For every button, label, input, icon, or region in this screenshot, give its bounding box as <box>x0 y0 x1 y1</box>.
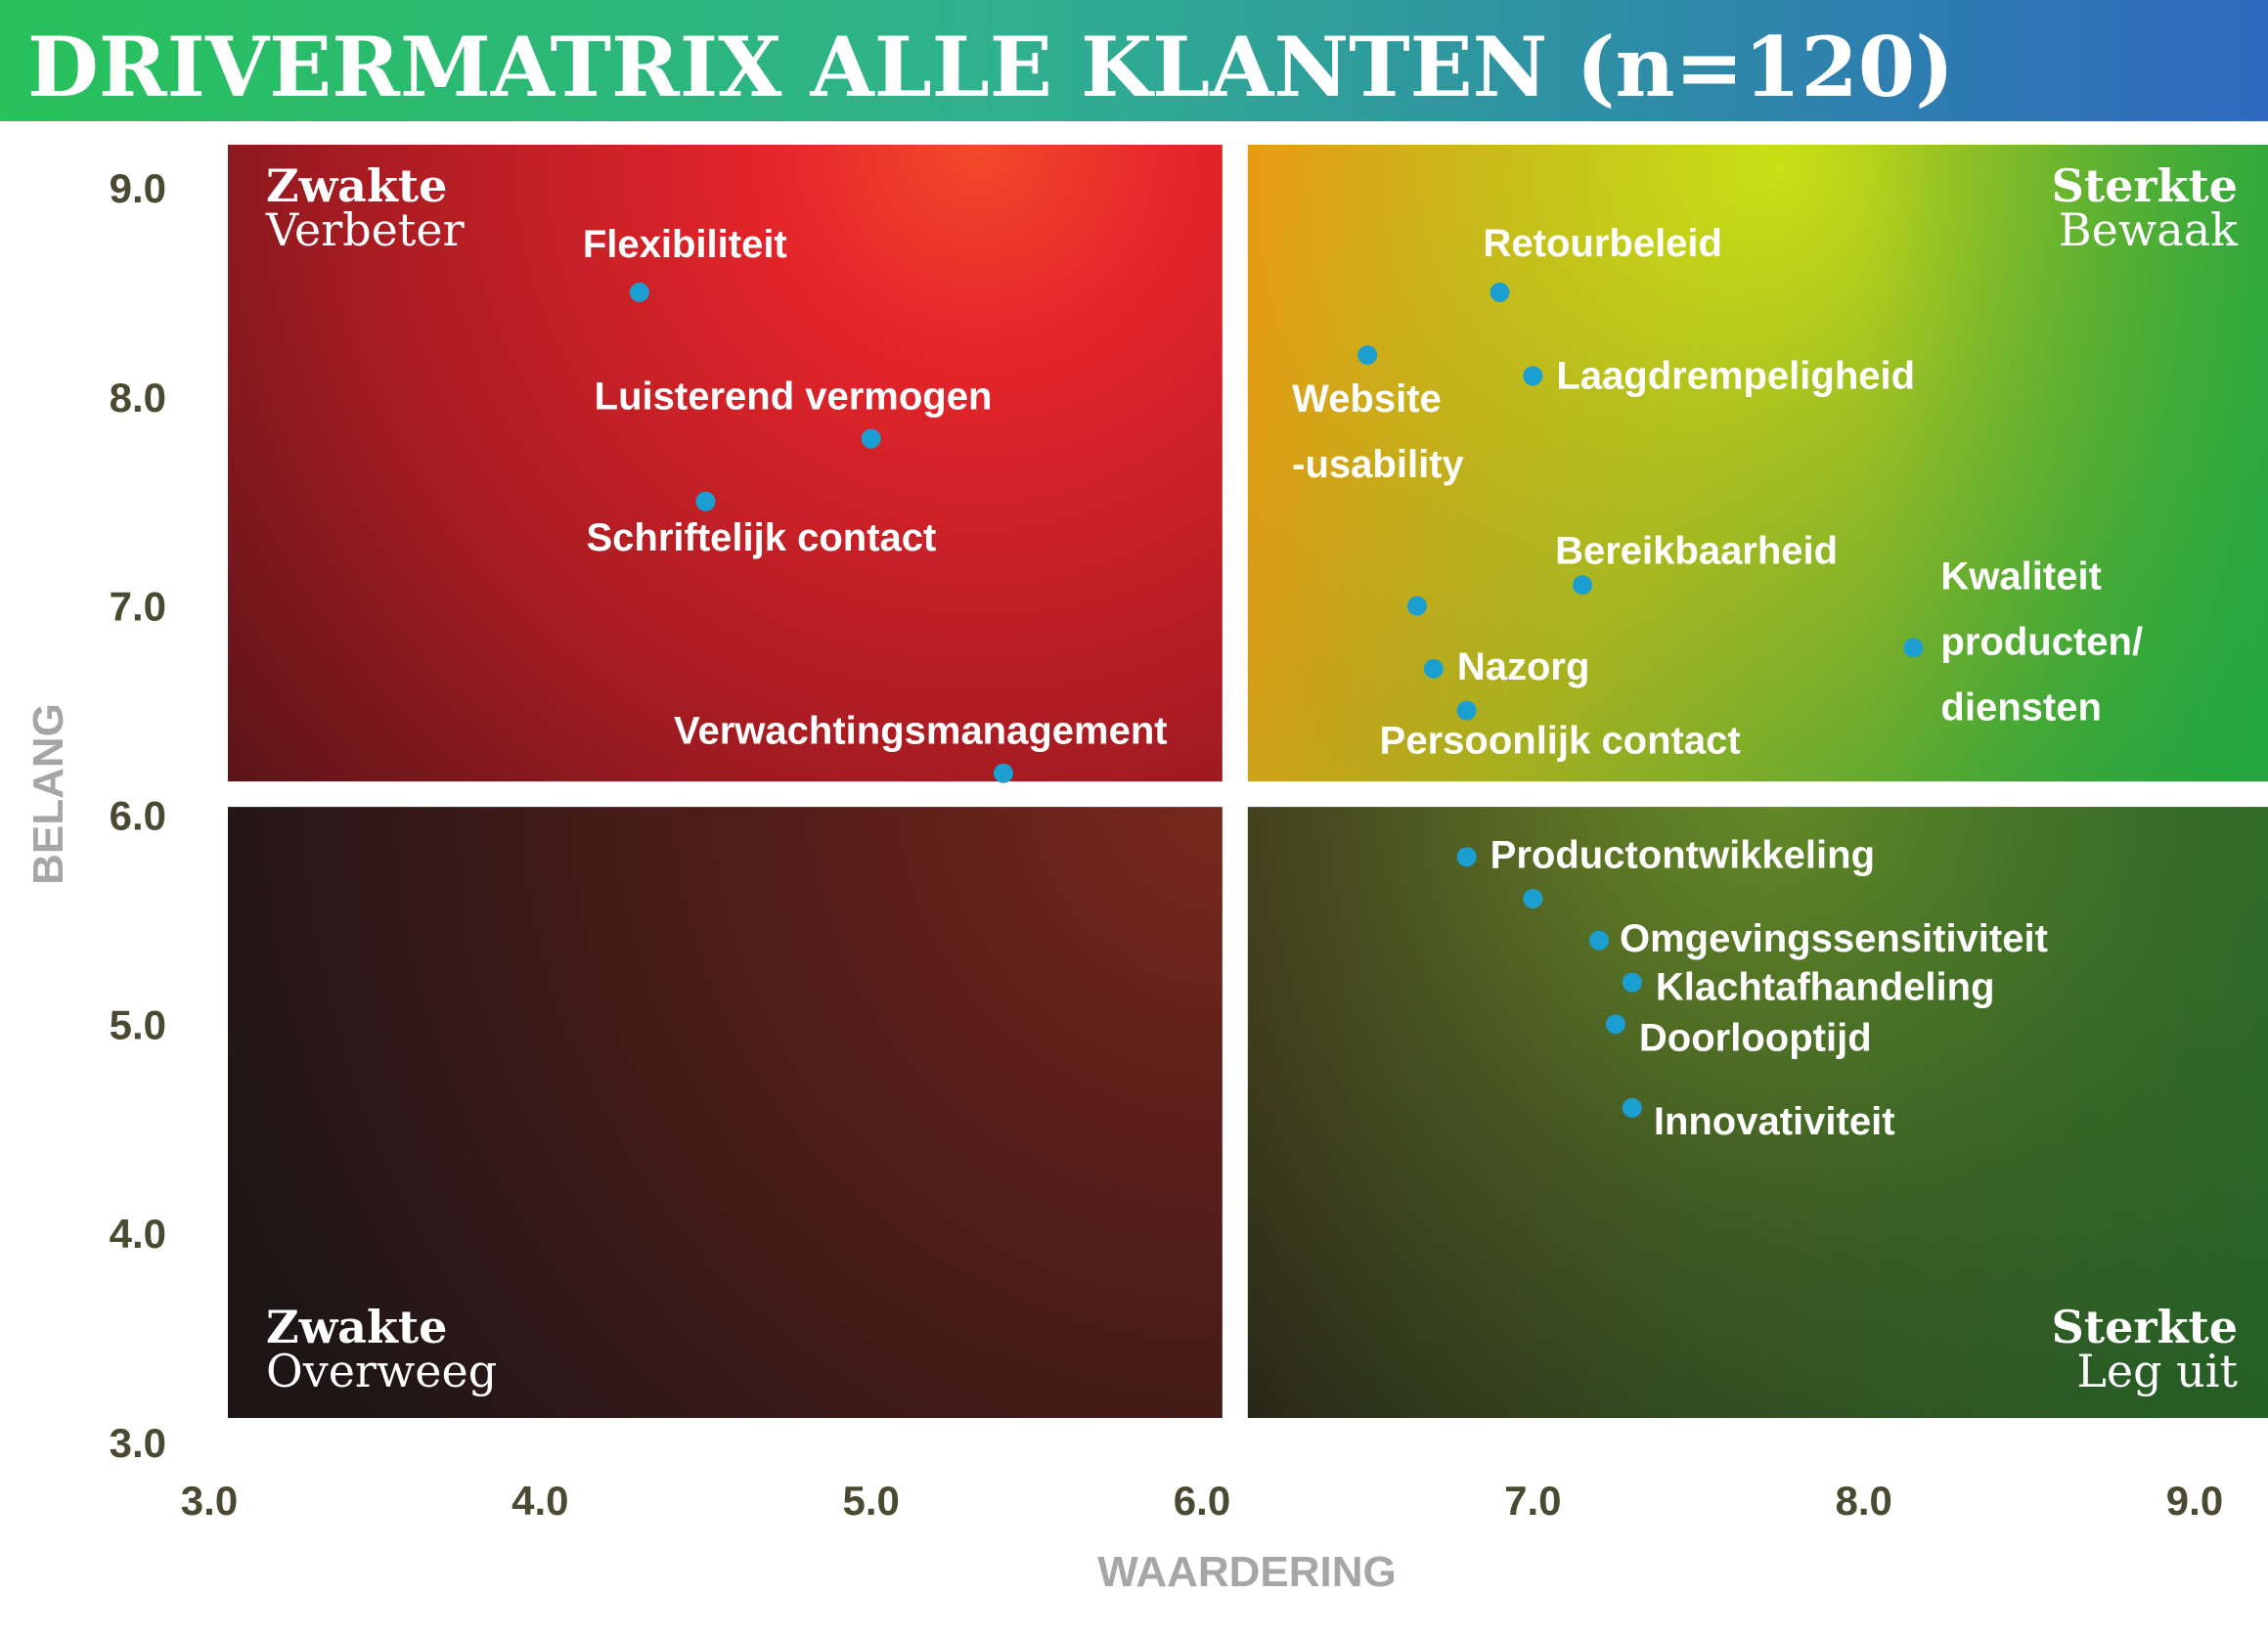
data-point-label: Laagdrempeligheid <box>1556 354 1915 397</box>
quadrant-subtitle-top-left: Verbeter <box>265 203 465 256</box>
x-tick-label: 5.0 <box>842 1478 899 1524</box>
y-tick-label: 3.0 <box>110 1420 166 1466</box>
axis-ticks: 3.0 4.0 5.0 6.0 7.0 8.0 9.0 3.0 4.0 5.0 6.0 7.0 8.0 9… <box>110 165 2224 1524</box>
data-point[interactable] <box>861 428 881 449</box>
quadrant-subtitle-top-right: Bewaak <box>2059 203 2239 256</box>
data-point[interactable] <box>1490 282 1510 302</box>
x-tick-label: 7.0 <box>1504 1478 1561 1524</box>
data-point[interactable] <box>1456 700 1477 721</box>
data-point-label: Website -usability <box>1292 377 1464 486</box>
data-point[interactable] <box>1523 366 1543 386</box>
data-point-label: Verwachtingsmanagement <box>674 710 1168 753</box>
data-point[interactable] <box>1622 972 1642 993</box>
data-point[interactable] <box>1622 1097 1642 1118</box>
data-point[interactable] <box>695 491 716 511</box>
data-point[interactable] <box>629 282 649 302</box>
data-point[interactable] <box>994 763 1013 783</box>
data-point-label: Nazorg <box>1457 645 1590 688</box>
data-point[interactable] <box>1605 1014 1625 1035</box>
data-point[interactable] <box>1523 889 1543 909</box>
data-point-label: Productontwikkeling <box>1490 833 1875 876</box>
y-axis-label: BELANG <box>24 703 72 885</box>
data-point-label: Doorlooptijd <box>1639 1016 1872 1059</box>
quadrant-title-top-right: Sterkte <box>2052 159 2238 212</box>
chart-title: DRIVERMATRIX ALLE KLANTEN (n=120) <box>27 19 1954 115</box>
quadrant-top-right-green-tint <box>1247 145 2268 782</box>
quadrant-top-left <box>228 145 1223 782</box>
quadrant-title-bottom-left: Zwakte <box>266 1301 447 1353</box>
title-banner <box>0 0 2268 121</box>
data-point-label: Kwaliteit producten/diensten <box>1940 554 2143 729</box>
x-axis-label: WAARDERING <box>1097 1548 1397 1596</box>
data-point-label: Persoonlijk contact <box>1380 720 1741 763</box>
y-tick-label: 9.0 <box>110 165 166 211</box>
data-point-label: Schriftelijk contact <box>587 516 937 559</box>
x-tick-label: 4.0 <box>511 1478 568 1524</box>
data-point[interactable] <box>1357 345 1378 366</box>
data-point[interactable] <box>1406 596 1427 616</box>
data-point-label: Innovativiteit <box>1654 1100 1895 1143</box>
y-tick-label: 7.0 <box>110 584 166 630</box>
quadrant-bottom-left <box>228 807 1223 1418</box>
data-point-label: Klachtafhandeling <box>1656 966 1995 1009</box>
data-point[interactable] <box>1573 575 1593 596</box>
y-tick-label: 5.0 <box>110 1001 166 1047</box>
x-tick-label: 9.0 <box>2166 1478 2223 1524</box>
y-tick-label: 8.0 <box>110 375 166 421</box>
quadrant-subtitle-bottom-left: Overweeg <box>266 1345 497 1397</box>
data-point-label: Luisterend vermogen <box>595 376 993 419</box>
data-point[interactable] <box>1589 930 1609 951</box>
x-tick-label: 6.0 <box>1174 1478 1230 1524</box>
data-point[interactable] <box>1903 638 1924 658</box>
data-point-label: Bereikbaarheid <box>1555 529 1838 572</box>
data-point[interactable] <box>1456 847 1477 867</box>
data-points: Flexibiliteit Luisterend vermogen Schrifte… <box>583 222 2143 1143</box>
quadrant-title-top-left: Zwakte <box>266 159 447 212</box>
data-point[interactable] <box>1423 658 1444 679</box>
x-tick-label: 3.0 <box>181 1478 238 1524</box>
x-tick-label: 8.0 <box>1835 1478 1891 1524</box>
data-point-label: Retourbeleid <box>1484 222 1722 265</box>
y-tick-label: 6.0 <box>110 793 166 839</box>
quadrant-title-bottom-right: Sterkte <box>2052 1301 2238 1353</box>
data-point-label: Omgevingssensitiviteit <box>1620 917 2048 960</box>
y-tick-label: 4.0 <box>110 1211 166 1257</box>
quadrant-subtitle-bottom-right: Leg uit <box>2076 1345 2238 1397</box>
data-point-label: Flexibiliteit <box>583 223 787 266</box>
quadrant-bottom-right-green-tint <box>1247 807 2268 1418</box>
